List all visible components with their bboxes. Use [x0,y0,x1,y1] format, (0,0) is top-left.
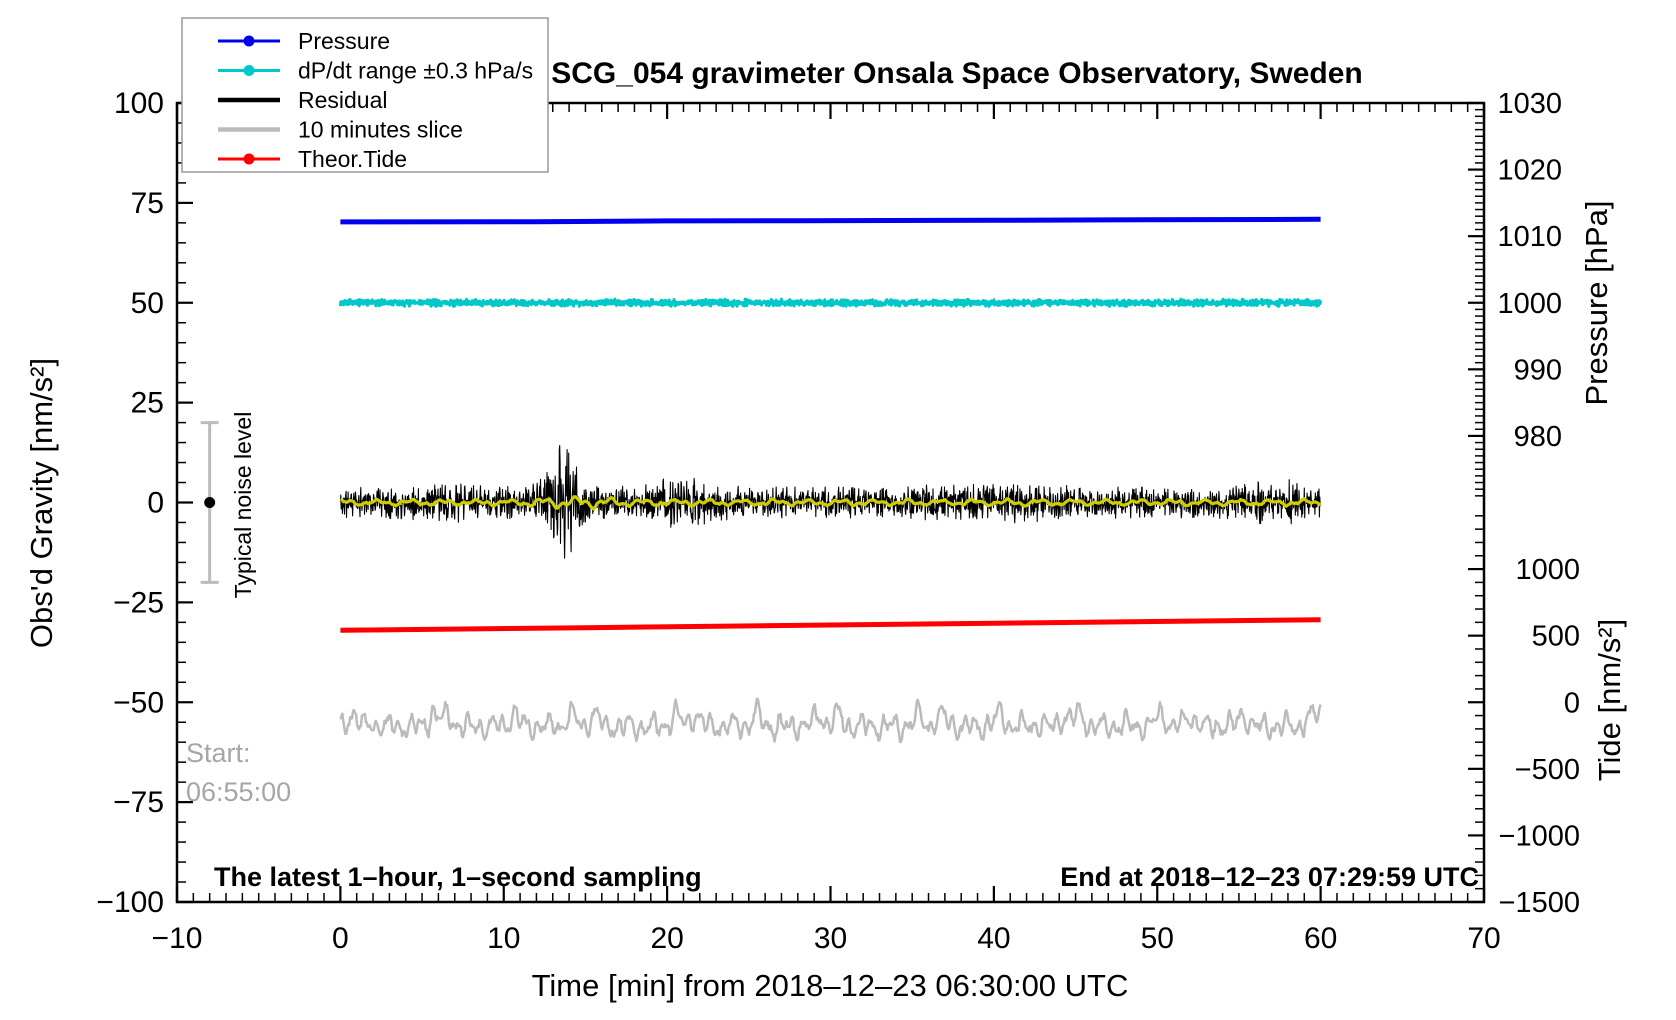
typical-noise-level-label: Typical noise level [230,412,256,599]
tide-tick-label: 500 [1532,621,1580,653]
legend-sample-dot-1 [243,65,255,76]
dpdt-range-line [338,297,1323,308]
axis-tick-labels: −10 0 10 20 30 40 50 60 701007550250−25−50−75−10… [96,87,1580,955]
y-left-tick-label: 75 [131,187,164,220]
pressure-tick-label: 1010 [1497,221,1562,253]
slice-start-time: 06:55:00 [186,777,291,807]
noise-bar-dot [204,497,216,508]
legend-sample-dot-4 [243,153,255,165]
tide-tick-label: 1000 [1515,554,1580,586]
legend-label-pressure: Pressure [298,28,390,54]
pressure-axis-title: Pressure [hPa] [1579,200,1614,405]
x-tick-label: 50 [1141,922,1174,955]
pressure-line [340,216,1321,225]
legend-box [181,17,549,173]
pressure-tick-label: 1030 [1497,88,1562,120]
end-time-note: End at 2018–12–23 07:29:59 UTC [1060,862,1479,892]
x-tick-label: 60 [1304,922,1337,955]
pressure-tick-label: 1000 [1497,288,1562,320]
x-tick-label: −10 [152,922,203,955]
slice-start-label: Start: [186,738,251,768]
series-layer [338,216,1323,744]
tide-tick-label: −1500 [1499,887,1580,919]
chart-title: SCG_054 gravimeter Onsala Space Observat… [551,57,1363,90]
theoretical-tide-line [340,617,1321,633]
x-axis-title: Time [min] from 2018–12–23 06:30:00 UTC [532,968,1129,1003]
legend: Pressure dP/dt range ±0.3 hPa/s Residual… [181,17,549,173]
x-tick-label: 40 [977,922,1010,955]
x-tick-label: 10 [487,922,520,955]
y-left-tick-label: −75 [113,786,164,819]
y-left-tick-label: 100 [114,87,164,120]
x-tick-label: 30 [814,922,847,955]
legend-sample-dot-0 [243,35,255,47]
plot-frame [175,101,1486,904]
legend-label-dpdt: dP/dt range ±0.3 hPa/s [298,58,533,84]
residual-line [339,445,1321,559]
x-tick-label: 20 [650,922,683,955]
residual-smoothed-line [340,495,1322,511]
legend-label-residual: Residual [298,87,388,113]
y-left-tick-label: −25 [113,586,164,619]
pressure-tick-label: 980 [1514,421,1562,453]
tide-tick-label: −500 [1515,754,1580,786]
y-left-axis-title: Obs'd Gravity [nm/s²] [24,358,59,648]
x-tick-label: 70 [1467,922,1500,955]
ten-minute-slice-line [339,697,1322,744]
tide-axis-title: Tide [nm/s²] [1592,619,1627,782]
tide-tick-label: −1000 [1499,820,1580,852]
typical-noise-level-marker [200,421,219,584]
y-left-tick-label: 50 [131,287,164,320]
y-left-tick-label: 25 [131,387,164,420]
sampling-note: The latest 1–hour, 1–second sampling [214,862,702,892]
tide-tick-label: 0 [1564,687,1580,719]
y-left-tick-label: −50 [113,686,164,719]
legend-label-slice: 10 minutes slice [298,117,463,143]
y-left-tick-label: 0 [147,487,164,520]
x-tick-label: 0 [332,922,349,955]
pressure-tick-label: 990 [1514,354,1562,386]
y-left-tick-label: −100 [96,886,164,919]
pressure-tick-label: 1020 [1497,155,1562,187]
legend-label-tide: Theor.Tide [298,146,407,172]
